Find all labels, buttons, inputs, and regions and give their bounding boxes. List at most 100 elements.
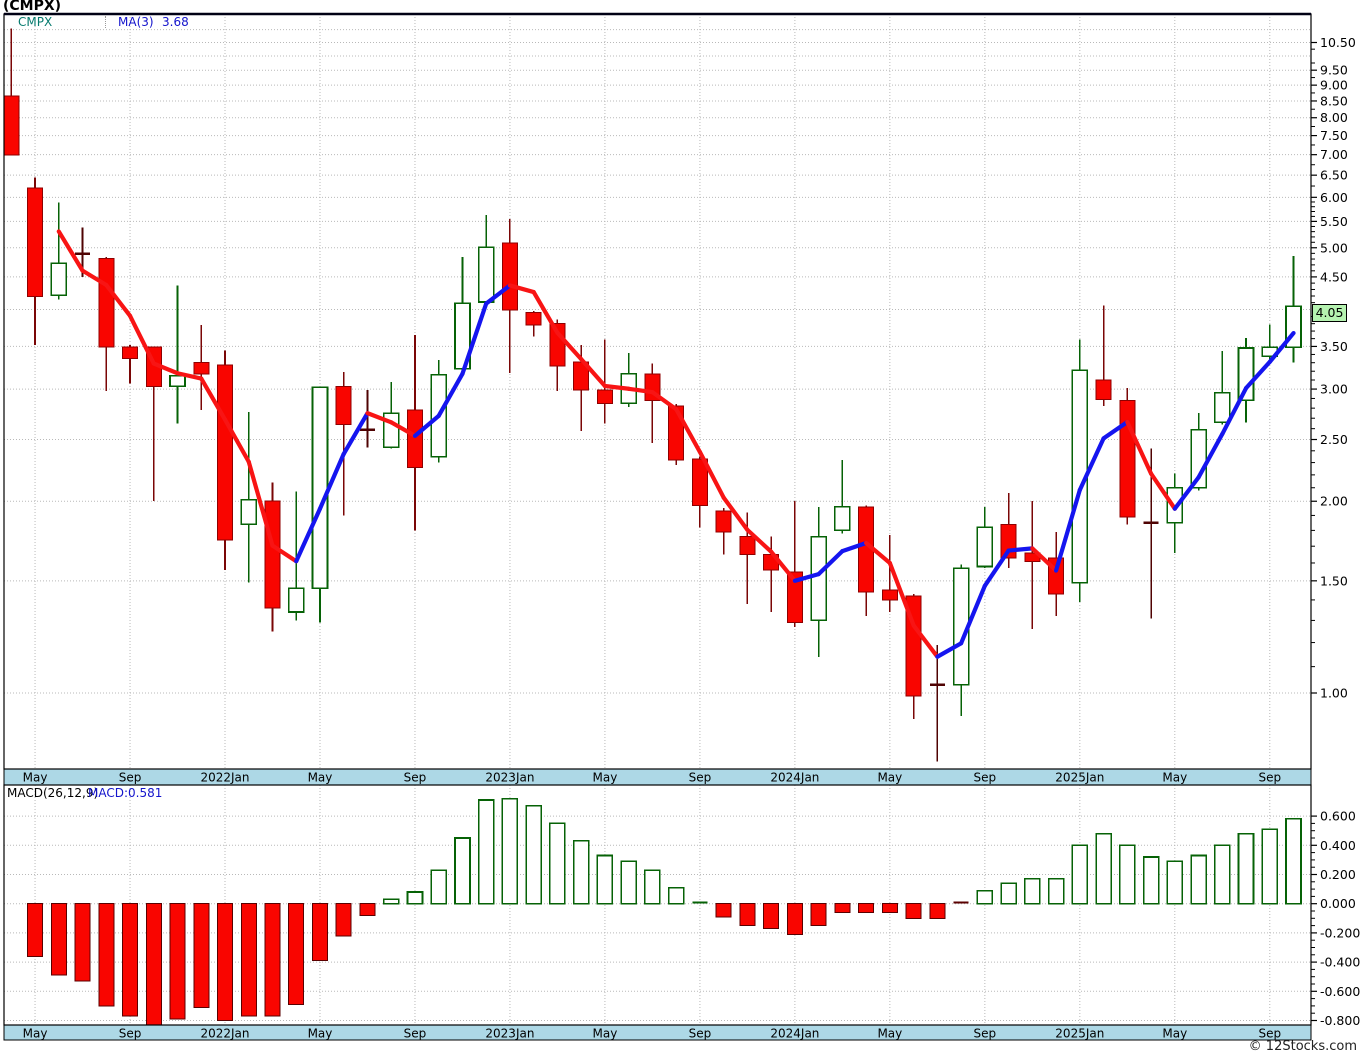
- macd-axis-label: 0.400: [1320, 838, 1356, 853]
- macd-bar: [27, 903, 44, 957]
- x-axis-label: Sep: [119, 1027, 142, 1041]
- candle-body-down: [406, 409, 423, 468]
- ma-segment: [436, 371, 465, 418]
- ma-segment: [721, 495, 750, 532]
- x-axis-label: Sep: [689, 1027, 712, 1041]
- price-axis-label: 10.50: [1320, 35, 1356, 50]
- candle-body-down: [739, 536, 756, 555]
- price-axis-label: 5.50: [1320, 214, 1348, 229]
- candle-body-down: [335, 385, 352, 425]
- x-axis-label: May: [877, 1027, 902, 1041]
- macd-bar: [810, 903, 827, 927]
- x-axis-label: May: [308, 771, 333, 785]
- price-axis-label: 9.50: [1320, 63, 1348, 78]
- ma-segment: [1053, 487, 1082, 573]
- watermark: © 12Stocks.com: [1248, 1039, 1357, 1054]
- ma-segment: [80, 268, 109, 288]
- x-axis-label: May: [1162, 1027, 1187, 1041]
- ma-segment: [222, 417, 251, 464]
- price-axis-label: 5.00: [1320, 240, 1348, 255]
- ma-segment: [1030, 546, 1059, 573]
- candle-body-up: [834, 506, 851, 532]
- candle-body-up: [311, 386, 329, 590]
- macd-bar: [692, 901, 708, 904]
- macd-bar: [74, 903, 91, 982]
- x-axis-label: 2025Jan: [1055, 771, 1104, 785]
- price-axis-label: 4.50: [1320, 269, 1348, 284]
- candle-body-down: [1095, 379, 1112, 400]
- macd-axis-label: 0.000: [1320, 896, 1356, 911]
- candle-body-up: [477, 246, 495, 303]
- x-axis-label: Sep: [974, 771, 997, 785]
- macd-bar: [1261, 828, 1279, 905]
- macd-bar: [359, 903, 376, 916]
- macd-bar: [240, 903, 257, 1017]
- macd-bar: [929, 903, 946, 919]
- candle-body-down: [1119, 399, 1136, 518]
- ma-segment: [840, 540, 869, 554]
- x-axis-label: May: [877, 771, 902, 785]
- macd-bar: [1166, 860, 1184, 905]
- macd-bar: [50, 903, 67, 976]
- price-axis-label: 3.50: [1320, 339, 1348, 354]
- macd-bar: [1237, 832, 1255, 905]
- macd-bar: [98, 903, 115, 1007]
- ma-segment: [199, 376, 228, 422]
- ma-segment: [864, 540, 892, 566]
- ma-segment: [1267, 330, 1296, 364]
- ma-segment: [1148, 471, 1177, 511]
- ma-segment: [460, 301, 489, 376]
- macd-bar: [549, 822, 566, 905]
- ma-segment: [531, 289, 560, 335]
- macd-bar: [288, 903, 305, 1005]
- ma-segment: [887, 560, 916, 628]
- ma-segment: [1125, 419, 1154, 476]
- macd-axis-label: -0.200: [1320, 925, 1360, 940]
- legend-symbol: CMPX: [18, 15, 53, 29]
- ma-segment: [674, 407, 703, 455]
- candle-body-down: [881, 589, 898, 601]
- candle-body-down: [786, 571, 803, 624]
- price-axis-label: 8.00: [1320, 110, 1348, 125]
- ma-segment: [317, 451, 346, 511]
- candle-body-down: [3, 95, 20, 156]
- ma-segment: [175, 371, 204, 381]
- legend-ma-label: MA(3): [118, 15, 154, 29]
- candle-doji: [929, 683, 945, 687]
- ma-segment: [484, 283, 513, 306]
- macd-bar: [1119, 844, 1136, 905]
- macd-panel-label: MACD(26,12,9): [7, 786, 99, 800]
- macd-bar: [454, 837, 471, 905]
- macd-bar: [1000, 882, 1017, 905]
- candle-body-up: [169, 374, 186, 388]
- ma-segment: [507, 283, 536, 295]
- macd-panel-value: MACD:0.581: [88, 786, 163, 800]
- current-price-badge: 4.05: [1312, 304, 1347, 322]
- price-axis-label: 2.00: [1320, 494, 1348, 509]
- candle-body-down: [715, 510, 732, 533]
- ma-segment: [958, 583, 987, 646]
- x-axis-label: 2024Jan: [770, 1027, 819, 1041]
- ma-segment: [745, 527, 774, 554]
- x-axis-label: Sep: [689, 771, 712, 785]
- macd-bar: [1047, 878, 1065, 905]
- ma-segment: [626, 386, 655, 395]
- ma-segment: [151, 361, 180, 376]
- ma-segment: [1101, 419, 1130, 441]
- macd-axis-label: -0.600: [1320, 984, 1360, 999]
- price-axis-label: 7.00: [1320, 147, 1348, 162]
- macd-bar: [763, 903, 780, 930]
- x-axis-label: 2023Jan: [485, 1027, 534, 1041]
- macd-bar: [596, 854, 614, 905]
- macd-bar: [715, 903, 732, 918]
- macd-bar: [382, 898, 400, 905]
- macd-bar: [1071, 844, 1089, 905]
- candle-body-up: [976, 526, 994, 568]
- candle-body-down: [193, 362, 210, 375]
- price-axis-label: 7.50: [1320, 128, 1348, 143]
- macd-bar: [620, 860, 637, 905]
- price-axis-label: 1.50: [1320, 573, 1348, 588]
- x-axis-label: 2025Jan: [1055, 1027, 1104, 1041]
- ma-segment: [579, 356, 608, 389]
